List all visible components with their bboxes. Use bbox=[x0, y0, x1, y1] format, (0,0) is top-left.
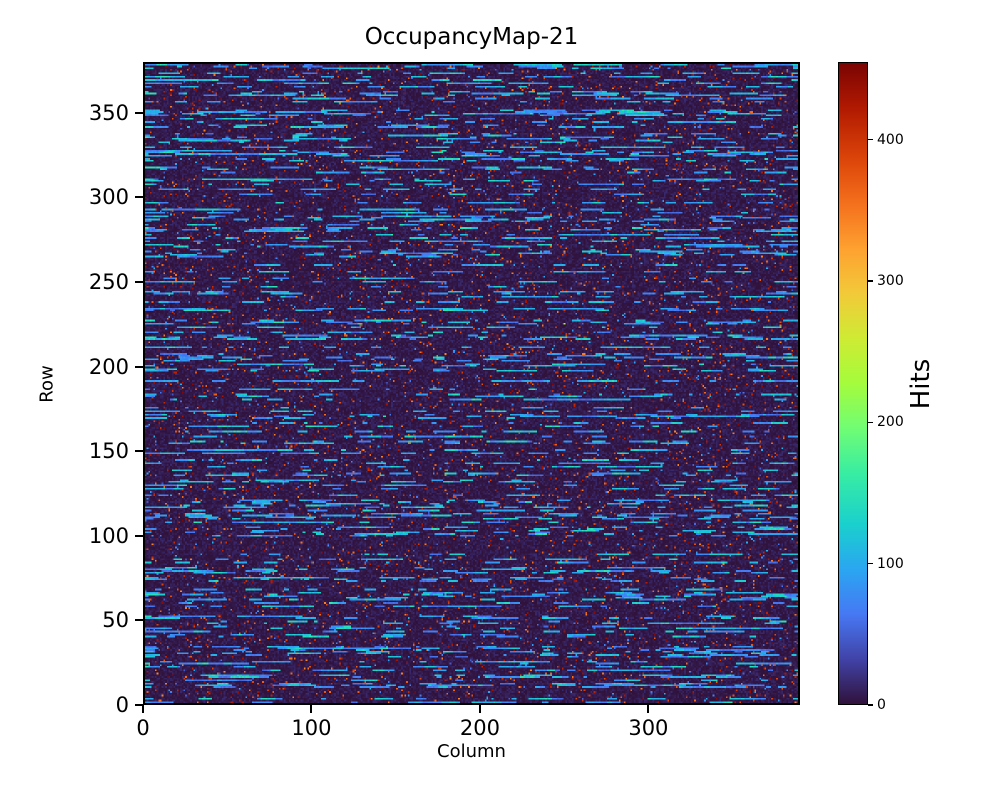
y-tick-mark bbox=[135, 619, 143, 622]
y-tick-label: 50 bbox=[102, 608, 129, 633]
colorbar-tick-label: 0 bbox=[877, 697, 886, 713]
y-tick-label: 100 bbox=[88, 523, 129, 548]
colorbar-label: Hits bbox=[906, 358, 936, 410]
x-tick-label: 100 bbox=[291, 716, 332, 740]
colorbar-tick-mark bbox=[868, 421, 873, 424]
y-tick-label: 0 bbox=[115, 693, 129, 717]
y-tick-label: 250 bbox=[88, 269, 129, 294]
colorbar-tick-label: 200 bbox=[877, 414, 904, 431]
x-tick-mark bbox=[310, 705, 313, 713]
colorbar-tick-label: 300 bbox=[877, 273, 904, 290]
x-tick-label: 200 bbox=[459, 716, 500, 740]
y-tick-mark bbox=[135, 704, 143, 706]
colorbar-tick-mark bbox=[868, 138, 873, 141]
x-tick-mark bbox=[142, 705, 144, 713]
colorbar-tick-mark bbox=[868, 280, 873, 282]
x-tick-mark bbox=[478, 705, 481, 713]
colorbar-tick-mark bbox=[868, 704, 873, 706]
x-tick-mark bbox=[647, 705, 650, 713]
colorbar-tick-label: 100 bbox=[877, 555, 904, 572]
y-tick-mark bbox=[135, 111, 143, 114]
plot-title: OccupancyMap-21 bbox=[364, 24, 579, 50]
heatmap-plot-area bbox=[143, 62, 800, 705]
x-axis-label: Column bbox=[437, 741, 506, 762]
y-tick-label: 150 bbox=[88, 439, 129, 464]
colorbar-tick-label: 400 bbox=[877, 131, 904, 148]
y-tick-mark bbox=[135, 280, 143, 283]
y-tick-mark bbox=[135, 450, 143, 453]
y-tick-label: 350 bbox=[88, 100, 129, 125]
heatmap-canvas bbox=[145, 64, 798, 703]
y-tick-label: 200 bbox=[88, 354, 129, 379]
colorbar-tick-mark bbox=[868, 562, 873, 565]
y-tick-mark bbox=[135, 365, 143, 368]
colorbar-gradient bbox=[838, 62, 868, 705]
x-tick-label: 300 bbox=[628, 716, 669, 740]
x-tick-label: 0 bbox=[136, 716, 150, 740]
y-tick-label: 300 bbox=[88, 185, 129, 210]
y-tick-mark bbox=[135, 196, 143, 199]
y-tick-mark bbox=[135, 534, 143, 537]
